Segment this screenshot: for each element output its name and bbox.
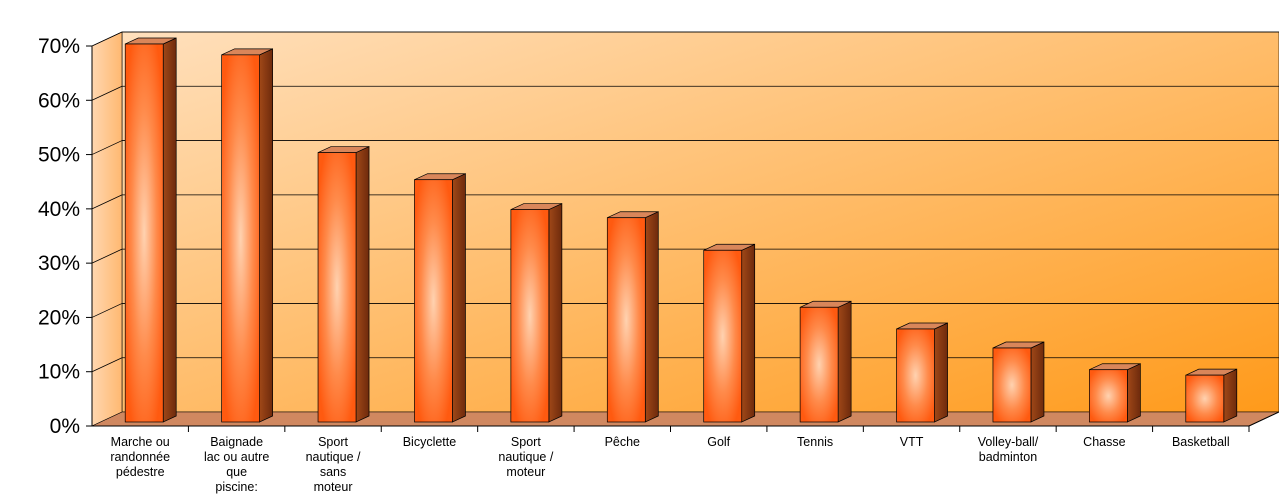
bar-front [221,54,260,423]
x-tick-label: Volley-ball/badminton [978,435,1039,464]
y-tick-label: 60% [38,89,80,112]
gridline-side [91,85,123,101]
bar [1185,368,1238,423]
gridlines [91,31,1279,373]
bar [606,211,659,423]
x-tick-label: Sport nautique / sans moteur [306,435,361,494]
y-tick-label: 50% [38,144,80,167]
floor-edge [1248,411,1279,427]
side-wall [91,31,123,427]
bar-side [355,146,370,423]
x-tick-label: Golf [707,435,730,449]
gridline-side [91,140,123,155]
x-tick-label: Sport nautique / moteur [498,435,553,479]
y-tick-label: 40% [38,198,80,221]
gridline-side [91,303,123,318]
bar-side [259,48,273,423]
bar-front [992,347,1032,423]
x-tick-label: VTT [900,435,924,449]
bar [317,146,370,423]
bar-front [606,217,646,423]
bar [510,203,563,423]
gridline-side [91,194,123,210]
gridline-side [91,357,123,373]
bar-side [1030,341,1045,423]
gridline-side [91,248,123,264]
x-tick-label: Chasse [1083,435,1125,449]
chart-background [91,31,1279,427]
bars [124,37,1238,423]
y-tick-label: 10% [38,361,80,384]
bar-side [644,211,659,423]
y-tick-label: 70% [38,35,80,58]
gridline-side [91,31,123,47]
y-tick-label: 20% [38,306,80,329]
bar-side [548,203,563,423]
y-tick-label: 30% [38,252,80,275]
x-tick-label: Baignade lac ou autre que piscine: [204,435,269,494]
bar-front [1185,374,1225,423]
bar-front [510,209,550,423]
bar [124,37,177,423]
x-tick-label: Pêche [605,435,640,449]
y-tick-label: 0% [50,415,80,438]
bar [414,173,466,423]
bar-side [837,300,852,423]
x-tick-label: Bicyclette [403,435,457,449]
bar-front [896,328,935,423]
bar-front [799,306,839,423]
bar-side [1127,363,1141,423]
bar [221,48,273,423]
bar [799,300,852,423]
bar [703,243,756,423]
x-tick-label: Tennis [797,435,833,449]
bar [1089,363,1141,423]
bar-front [414,179,453,423]
bar [992,341,1045,423]
bar [896,322,948,423]
bar-front [1089,369,1128,423]
x-axis: Marche ou randonnée pédestre Baignade lac ou… [92,411,1279,494]
x-tick-label: Basketball [1172,435,1230,449]
bar-side [452,173,466,423]
back-wall [121,31,1279,413]
bar-side [934,322,948,423]
bar-side [162,37,177,423]
bar-front [703,249,743,423]
bar-front [317,152,357,423]
x-tick-label: Marche ou randonnée pédestre [110,435,170,479]
bar-front [124,43,164,423]
bar-side [1223,368,1238,423]
y-axis: 0% 10% 20% 30% 40% 50% 60% 70% [38,35,93,438]
bar-side [741,243,756,423]
